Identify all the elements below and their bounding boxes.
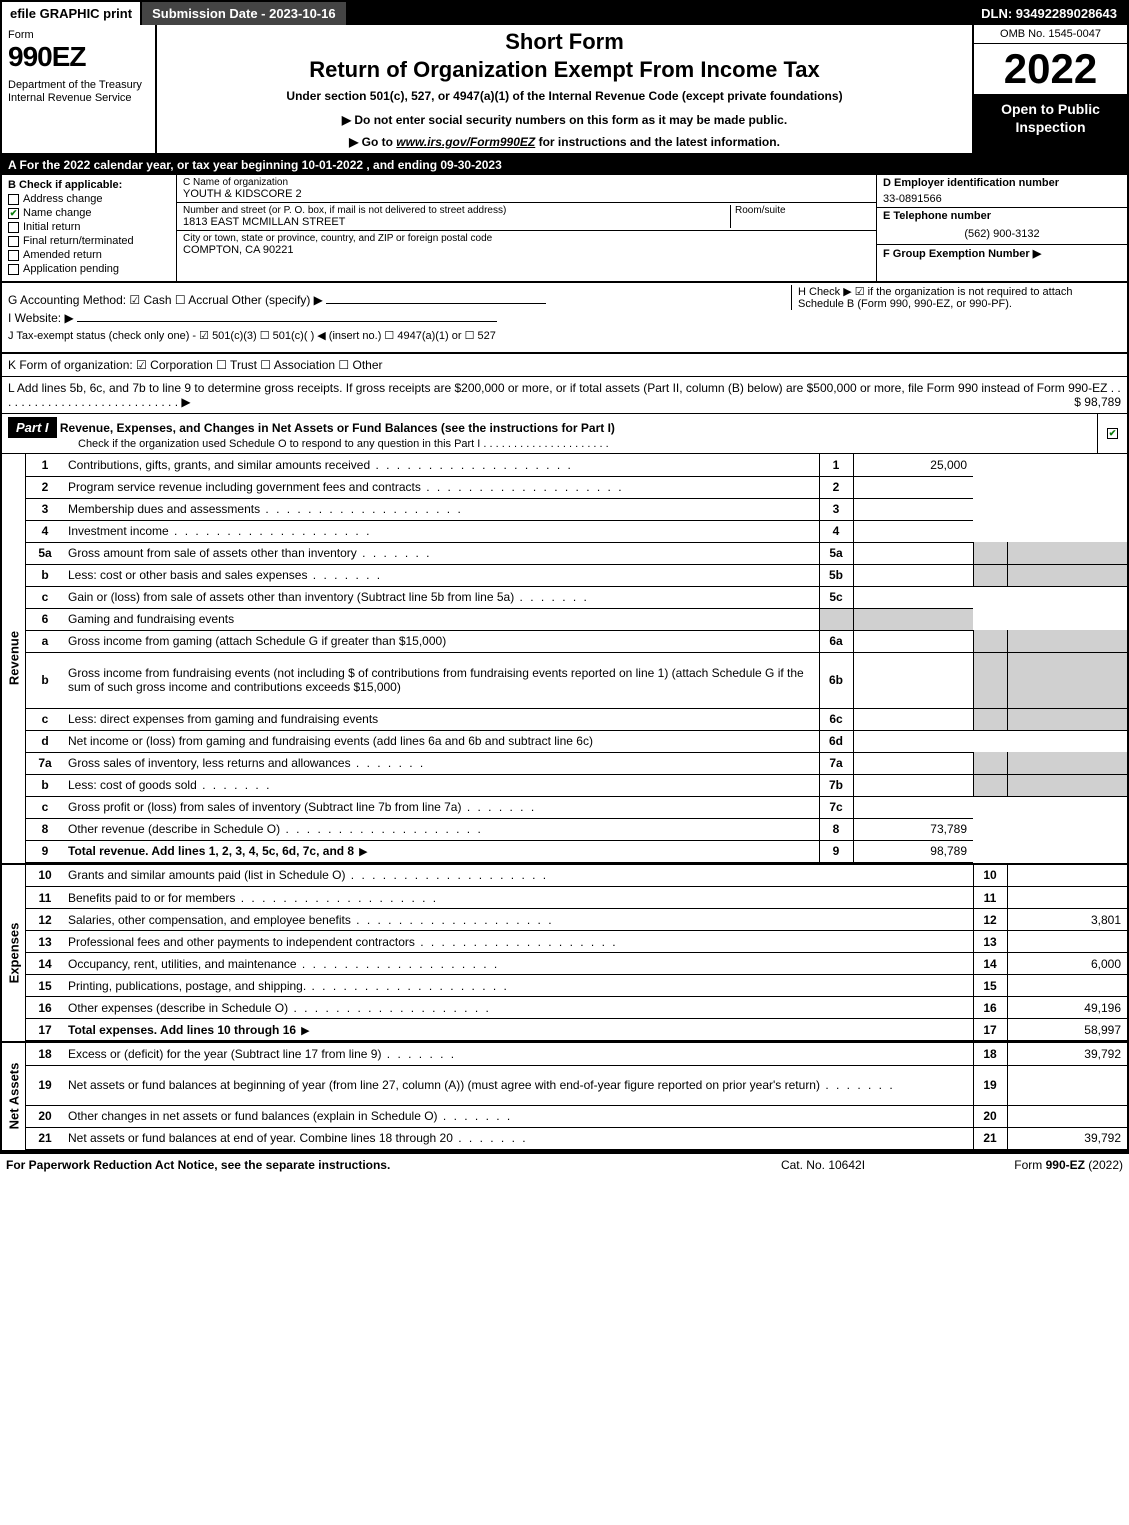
section-bcdef: B Check if applicable: Address change ✔N… <box>2 175 1127 283</box>
table-row: bGross income from fundraising events (n… <box>26 652 1127 708</box>
form-container: efile GRAPHIC print Submission Date - 20… <box>0 0 1129 1152</box>
line-l-amount: $ 98,789 <box>1074 395 1121 409</box>
addr-value: 1813 EAST MCMILLAN STREET <box>183 216 730 228</box>
table-row: 19Net assets or fund balances at beginni… <box>26 1065 1127 1105</box>
table-row: 11Benefits paid to or for members11 <box>26 887 1127 909</box>
line-a-period: A For the 2022 calendar year, or tax yea… <box>2 155 1127 175</box>
footer-row: For Paperwork Reduction Act Notice, see … <box>0 1152 1129 1176</box>
table-row: cLess: direct expenses from gaming and f… <box>26 708 1127 730</box>
table-row: 17Total expenses. Add lines 10 through 1… <box>26 1019 1127 1041</box>
table-row: 4Investment income4 <box>26 520 1127 542</box>
cat-number: Cat. No. 10642I <box>723 1158 923 1172</box>
short-form-title: Short Form <box>163 29 966 55</box>
ein-value: 33-0891566 <box>877 191 1127 208</box>
irs-link[interactable]: www.irs.gov/Form990EZ <box>396 135 535 149</box>
paperwork-notice: For Paperwork Reduction Act Notice, see … <box>6 1158 723 1172</box>
part-i-header-row: Part I Revenue, Expenses, and Changes in… <box>2 414 1127 454</box>
dept-label: Department of the Treasury Internal Reve… <box>8 79 149 105</box>
addr-label: Number and street (or P. O. box, if mail… <box>183 205 730 216</box>
form-revision: Form 990-EZ (2022) <box>923 1158 1123 1172</box>
open-public-badge: Open to Public Inspection <box>974 94 1127 153</box>
netassets-table: 18Excess or (deficit) for the year (Subt… <box>26 1043 1127 1150</box>
netassets-section: Net Assets 18Excess or (deficit) for the… <box>2 1041 1127 1150</box>
table-row: 18Excess or (deficit) for the year (Subt… <box>26 1043 1127 1065</box>
table-row: 20Other changes in net assets or fund ba… <box>26 1105 1127 1127</box>
header-row: Form 990EZ Department of the Treasury In… <box>2 25 1127 155</box>
table-row: bLess: cost of goods sold7b <box>26 774 1127 796</box>
note-ssn: ▶ Do not enter social security numbers o… <box>163 113 966 127</box>
table-row: 7aGross sales of inventory, less returns… <box>26 752 1127 774</box>
efile-print-label[interactable]: efile GRAPHIC print <box>2 2 140 25</box>
expenses-section: Expenses 10Grants and similar amounts pa… <box>2 863 1127 1042</box>
revenue-section: Revenue 1Contributions, gifts, grants, a… <box>2 454 1127 863</box>
submission-date: Submission Date - 2023-10-16 <box>140 2 346 25</box>
col-c-orginfo: C Name of organization YOUTH & KIDSCORE … <box>177 175 877 281</box>
table-row: 12Salaries, other compensation, and empl… <box>26 909 1127 931</box>
table-row: 8Other revenue (describe in Schedule O)8… <box>26 818 1127 840</box>
table-row: 2Program service revenue including gover… <box>26 476 1127 498</box>
top-bar: efile GRAPHIC print Submission Date - 20… <box>2 2 1127 25</box>
city-label: City or town, state or province, country… <box>183 233 870 244</box>
main-title: Return of Organization Exempt From Incom… <box>163 57 966 83</box>
col-b-title: B Check if applicable: <box>8 179 170 191</box>
ck-final-return[interactable]: Final return/terminated <box>8 235 170 247</box>
ein-label: D Employer identification number <box>883 177 1059 189</box>
col-def: D Employer identification number 33-0891… <box>877 175 1127 281</box>
omb-number: OMB No. 1545-0047 <box>974 25 1127 44</box>
part-i-tag: Part I <box>8 417 57 438</box>
ck-application-pending[interactable]: Application pending <box>8 263 170 275</box>
table-row: 15Printing, publications, postage, and s… <box>26 975 1127 997</box>
revenue-table: 1Contributions, gifts, grants, and simil… <box>26 454 1127 863</box>
part-i-scheduleo-check[interactable]: ✔ <box>1097 414 1127 453</box>
line-i-website: I Website: ▶ <box>8 311 1121 325</box>
ck-amended-return[interactable]: Amended return <box>8 249 170 261</box>
table-row: 14Occupancy, rent, utilities, and mainte… <box>26 953 1127 975</box>
line-j-taxstatus: J Tax-exempt status (check only one) - ☑… <box>8 329 1121 342</box>
table-row: 21Net assets or fund balances at end of … <box>26 1127 1127 1149</box>
table-row: 5aGross amount from sale of assets other… <box>26 542 1127 564</box>
line-h-scheduleb: H Check ▶ ☑ if the organization is not r… <box>791 285 1121 310</box>
form-number: 990EZ <box>8 41 149 73</box>
table-row: 9Total revenue. Add lines 1, 2, 3, 4, 5c… <box>26 840 1127 862</box>
ck-initial-return[interactable]: Initial return <box>8 221 170 233</box>
expenses-side-label: Expenses <box>2 865 26 1042</box>
ck-name-change[interactable]: ✔Name change <box>8 207 170 219</box>
form-word: Form <box>8 29 149 41</box>
expenses-table: 10Grants and similar amounts paid (list … <box>26 865 1127 1042</box>
table-row: 10Grants and similar amounts paid (list … <box>26 865 1127 887</box>
header-left: Form 990EZ Department of the Treasury In… <box>2 25 157 153</box>
table-row: cGross profit or (loss) from sales of in… <box>26 796 1127 818</box>
table-row: dNet income or (loss) from gaming and fu… <box>26 730 1127 752</box>
table-row: aGross income from gaming (attach Schedu… <box>26 630 1127 652</box>
note-link: ▶ Go to www.irs.gov/Form990EZ for instru… <box>163 135 966 149</box>
line-k-formorg: K Form of organization: ☑ Corporation ☐ … <box>2 353 1127 377</box>
header-center: Short Form Return of Organization Exempt… <box>157 25 972 153</box>
table-row: 1Contributions, gifts, grants, and simil… <box>26 454 1127 476</box>
subtitle: Under section 501(c), 527, or 4947(a)(1)… <box>163 89 966 103</box>
room-suite-label: Room/suite <box>730 205 870 228</box>
ck-address-change[interactable]: Address change <box>8 193 170 205</box>
header-right: OMB No. 1545-0047 2022 Open to Public In… <box>972 25 1127 153</box>
org-name-label: C Name of organization <box>183 177 870 188</box>
org-name-value: YOUTH & KIDSCORE 2 <box>183 188 870 200</box>
tax-year: 2022 <box>974 44 1127 94</box>
table-row: 13Professional fees and other payments t… <box>26 931 1127 953</box>
col-b-checkboxes: B Check if applicable: Address change ✔N… <box>2 175 177 281</box>
section-ghi: H Check ▶ ☑ if the organization is not r… <box>2 283 1127 353</box>
city-value: COMPTON, CA 90221 <box>183 244 870 256</box>
part-i-subtitle: Check if the organization used Schedule … <box>8 438 1091 450</box>
table-row: 6Gaming and fundraising events <box>26 608 1127 630</box>
table-row: 3Membership dues and assessments3 <box>26 498 1127 520</box>
table-row: 16Other expenses (describe in Schedule O… <box>26 997 1127 1019</box>
part-i-title: Revenue, Expenses, and Changes in Net As… <box>60 421 615 435</box>
table-row: bLess: cost or other basis and sales exp… <box>26 564 1127 586</box>
phone-value: (562) 900-3132 <box>877 224 1127 245</box>
dln-number: DLN: 93492289028643 <box>971 2 1127 25</box>
netassets-side-label: Net Assets <box>2 1043 26 1150</box>
revenue-side-label: Revenue <box>2 454 26 863</box>
table-row: cGain or (loss) from sale of assets othe… <box>26 586 1127 608</box>
line-l-grossreceipts: L Add lines 5b, 6c, and 7b to line 9 to … <box>2 377 1127 414</box>
phone-label: E Telephone number <box>883 210 991 222</box>
group-exemption-label: F Group Exemption Number ▶ <box>883 248 1041 260</box>
